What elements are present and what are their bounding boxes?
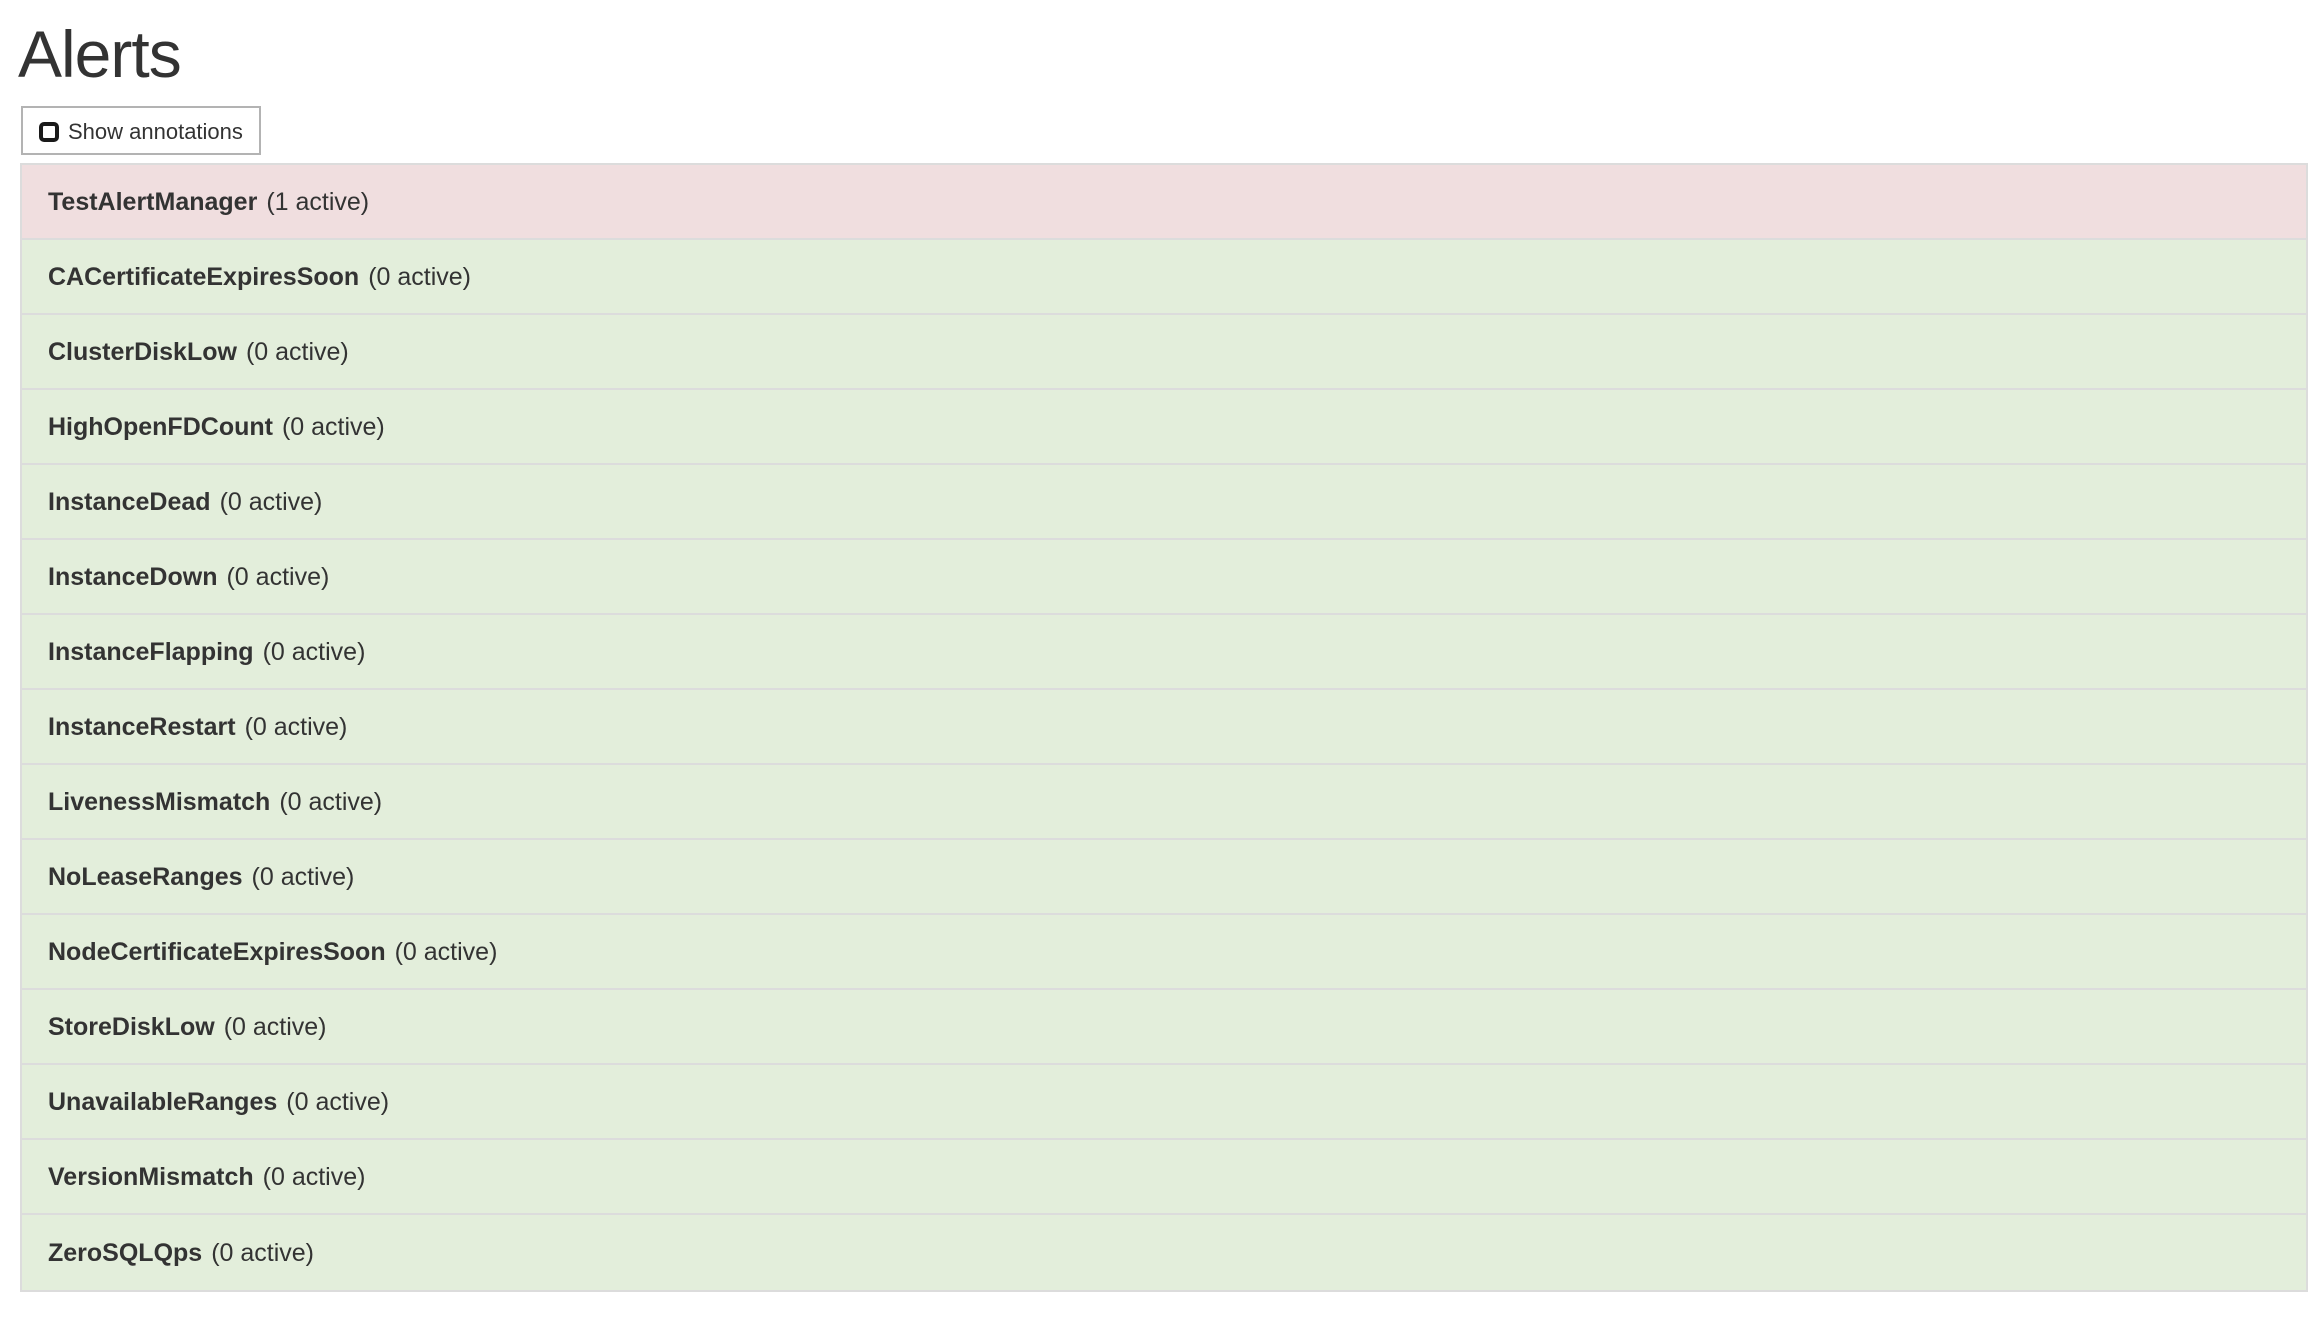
- alert-active-count: (0 active): [394, 937, 498, 966]
- alert-row[interactable]: ClusterDiskLow (0 active): [22, 315, 2306, 391]
- alert-active-count: (0 active): [368, 262, 472, 291]
- alert-row[interactable]: InstanceDead (0 active): [22, 465, 2306, 541]
- alert-name: StoreDiskLow: [48, 1012, 215, 1041]
- show-annotations-label: Show annotations: [68, 118, 243, 144]
- alert-name: NoLeaseRanges: [48, 862, 243, 891]
- alert-name: ZeroSQLQps: [48, 1238, 203, 1267]
- alert-active-count: (0 active): [279, 787, 383, 816]
- alert-name: CACertificateExpiresSoon: [48, 262, 360, 291]
- alert-row[interactable]: TestAlertManager (1 active): [22, 165, 2306, 241]
- alert-active-count: (0 active): [286, 1087, 390, 1116]
- alert-row[interactable]: ZeroSQLQps (0 active): [22, 1215, 2306, 1291]
- alert-row[interactable]: CACertificateExpiresSoon (0 active): [22, 240, 2306, 316]
- alert-active-count: (0 active): [219, 487, 323, 516]
- alert-row[interactable]: NodeCertificateExpiresSoon (0 active): [22, 915, 2306, 991]
- unchecked-checkbox-icon: [39, 121, 59, 142]
- alert-name: LivenessMismatch: [48, 787, 271, 816]
- alert-active-count: (0 active): [262, 637, 366, 666]
- alert-active-count: (1 active): [266, 187, 370, 216]
- alert-active-count: (0 active): [211, 1238, 314, 1267]
- alert-active-count: (0 active): [244, 712, 348, 741]
- alert-active-count: (0 active): [281, 412, 385, 441]
- alert-active-count: (0 active): [223, 1012, 327, 1041]
- alert-row[interactable]: InstanceRestart (0 active): [22, 690, 2306, 766]
- alert-name: ClusterDiskLow: [48, 337, 237, 366]
- alert-row[interactable]: NoLeaseRanges (0 active): [22, 840, 2306, 916]
- alert-row[interactable]: StoreDiskLow (0 active): [22, 990, 2306, 1066]
- alert-name: InstanceRestart: [48, 712, 236, 741]
- alert-name: InstanceFlapping: [48, 637, 254, 666]
- alert-active-count: (0 active): [226, 562, 330, 591]
- alert-row[interactable]: UnavailableRanges (0 active): [22, 1065, 2306, 1141]
- alert-name: TestAlertManager: [48, 187, 258, 216]
- toolbar: Show annotations: [0, 89, 2312, 156]
- page-title: Alerts: [18, 17, 182, 91]
- alert-active-count: (0 active): [262, 1162, 366, 1191]
- alert-active-count: (0 active): [251, 862, 355, 891]
- alert-name: VersionMismatch: [48, 1162, 254, 1191]
- alert-name: InstanceDead: [48, 487, 211, 516]
- alert-name: HighOpenFDCount: [48, 412, 273, 441]
- alert-name: NodeCertificateExpiresSoon: [48, 937, 386, 966]
- alert-row[interactable]: HighOpenFDCount (0 active): [22, 390, 2306, 466]
- alert-list: TestAlertManager (1 active) CACertificateE…: [20, 163, 2308, 1293]
- alert-row[interactable]: VersionMismatch (0 active): [22, 1140, 2306, 1216]
- alert-name: UnavailableRanges: [48, 1087, 278, 1116]
- alert-active-count: (0 active): [245, 337, 349, 366]
- show-annotations-button[interactable]: Show annotations: [21, 106, 261, 156]
- alert-row[interactable]: InstanceFlapping (0 active): [22, 615, 2306, 691]
- alert-row[interactable]: InstanceDown (0 active): [22, 540, 2306, 616]
- alert-name: InstanceDown: [48, 562, 218, 591]
- alert-row[interactable]: LivenessMismatch (0 active): [22, 765, 2306, 841]
